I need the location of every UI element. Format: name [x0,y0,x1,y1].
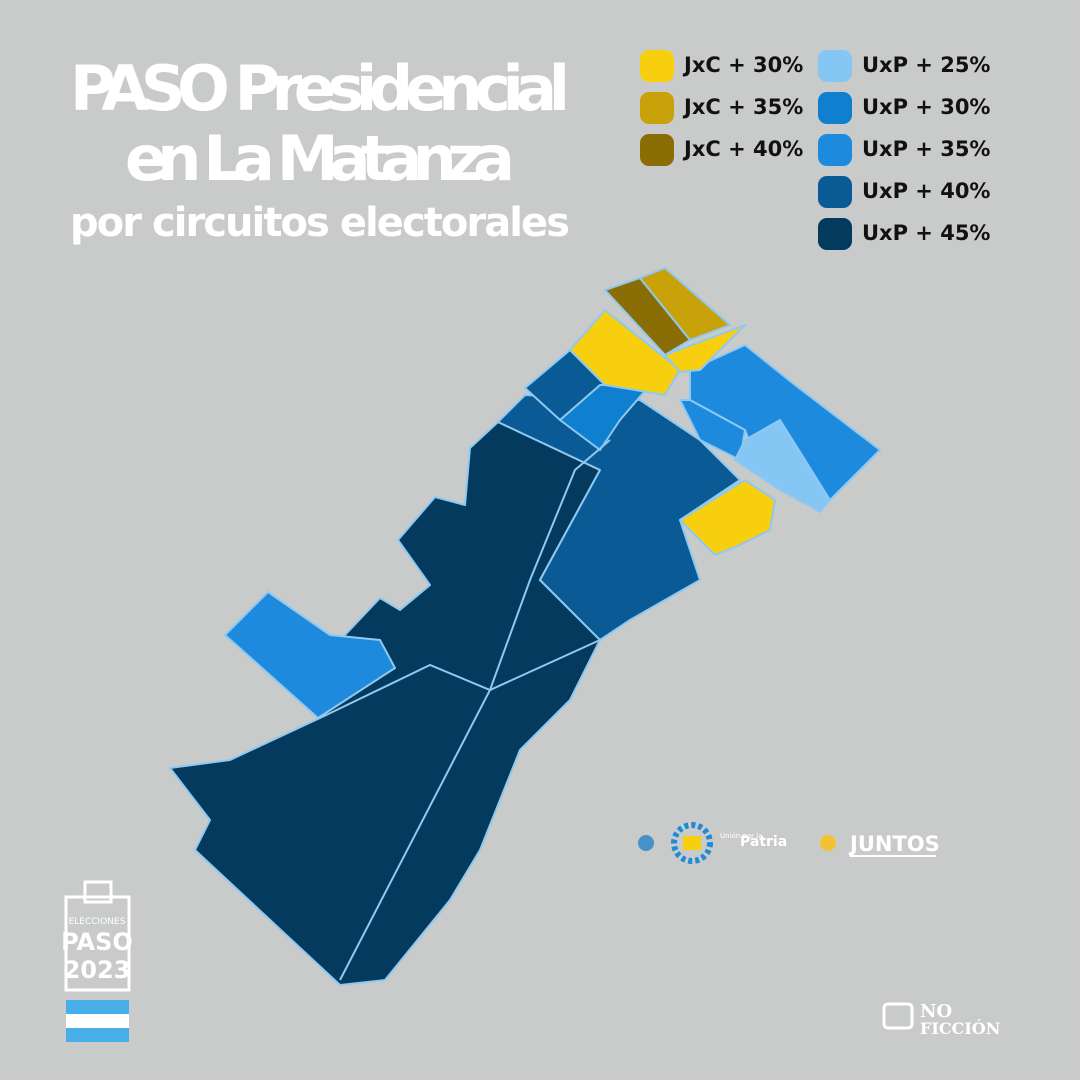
subtitle: por circuitos electorales [70,200,570,246]
map-road [319,639,601,719]
legend: JxC + 30% JxC + 35% JxC + 40% UxP + 25% UxP … [640,50,990,250]
badge-line: PASO [61,928,133,956]
legend-label: UxP + 35% [862,137,990,161]
map-region [734,419,831,513]
legend-label: JxC + 35% [682,95,803,119]
uxp-sun [671,822,713,864]
badge-line: 2023 [64,956,131,984]
jxc-dot [820,835,836,851]
uxp-icon [683,836,701,850]
map-region [679,479,776,556]
legend-label: UxP + 40% [862,179,990,203]
legend-swatch [640,92,674,124]
map [169,267,881,986]
legend-swatch [818,92,852,124]
legend-label: UxP + 30% [862,95,990,119]
legend-swatch [640,50,674,82]
legend-swatch [818,134,852,166]
legend-label: JxC + 30% [682,53,803,77]
logo-small: Unión por la [720,832,763,840]
ballot-slot [83,880,113,904]
badge-line: ELECCIONES [69,917,126,927]
flag-stripe [66,1000,129,1014]
legend-swatch [818,176,852,208]
legend-label: JxC + 40% [682,137,803,161]
map-region [639,267,731,341]
legend-swatch [818,218,852,250]
brand-line: NO [920,1001,952,1022]
legend-label: UxP + 25% [862,53,990,77]
brand-line: FICCIÓN [920,1018,1000,1038]
map-road [339,439,611,981]
legend-label: UxP + 45% [862,221,990,245]
map-region [224,591,396,719]
legend-swatch [640,134,674,166]
title-line: en La Matanza [125,122,515,195]
flag-stripe [66,1028,129,1042]
logo-juntos: JUNTOS [848,832,940,856]
brand-icon [882,1002,914,1030]
logo-name: Patria [740,834,787,850]
map-region [664,324,746,373]
map-region [569,309,681,396]
ballot-box [64,895,131,992]
title-line: PASO Presidencial [70,52,570,125]
map-region [559,384,651,451]
legend-swatch [818,50,852,82]
uxp-dot [638,835,654,851]
